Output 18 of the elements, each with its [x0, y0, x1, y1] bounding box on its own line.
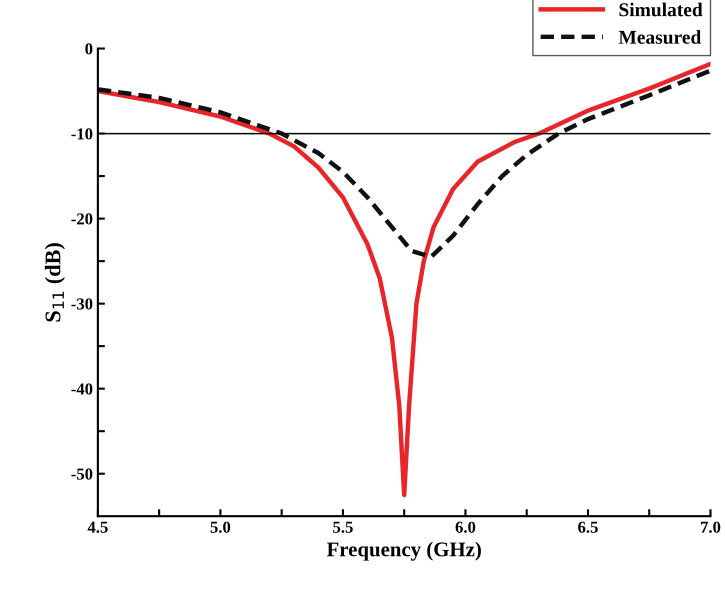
- y-tick-label: -10: [71, 128, 92, 140]
- legend-label: Simulated: [619, 2, 703, 16]
- x-axis-title: Frequency (GHz): [326, 542, 481, 561]
- line-series: [98, 68, 710, 260]
- y-tick-label: -30: [71, 298, 92, 310]
- x-tick-label: 7.0: [701, 522, 720, 533]
- line-series: [98, 62, 710, 498]
- y-tick-label: -40: [71, 383, 92, 395]
- x-tick-label: 4.5: [88, 522, 108, 533]
- y-tick-label: -50: [71, 468, 92, 480]
- x-tick-label: 5.0: [210, 522, 230, 533]
- x-tick-label: 6.5: [578, 522, 598, 533]
- y-tick-label: 0: [85, 43, 92, 54]
- y-axis-title: S$_{11}$ (dB): [44, 243, 65, 322]
- y-tick-label: -20: [71, 213, 92, 225]
- legend-label: Measured: [618, 30, 702, 44]
- x-tick-label: 5.5: [333, 522, 353, 533]
- x-tick-label: 6.0: [456, 522, 476, 533]
